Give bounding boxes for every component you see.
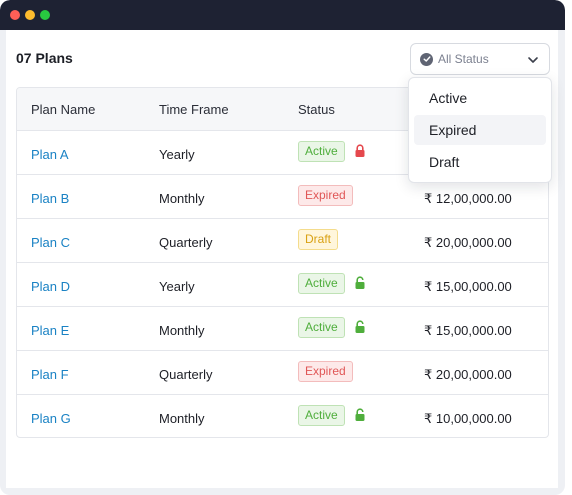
status-badge: Expired [298,361,353,382]
status-badge: Active [298,141,345,162]
status-dropdown-menu: Active Expired Draft [408,77,552,183]
time-frame-text: Quarterly [159,235,213,250]
plans-panel: 07 Plans All Status Active Expired Draft… [6,30,558,488]
time-frame-text: Monthly [159,323,205,338]
column-header-plan-name: Plan Name [31,102,96,117]
plan-amount: ₹ 10,00,000.00 [424,411,512,426]
plans-table: Plan Name Time Frame Status Plan A Yearly… [16,87,549,438]
table-row[interactable]: Plan C Quarterly Draft ₹ 20,00,000.00 [17,219,548,263]
status-badge: Active [298,405,345,426]
time-frame-text: Quarterly [159,367,213,382]
status-badge: Active [298,273,345,294]
check-circle-icon [420,52,433,66]
lock-icon [354,408,366,427]
plan-name-link[interactable]: Plan F [31,367,69,382]
status-badge: Expired [298,185,353,206]
table-row[interactable]: Plan G Monthly Active ₹ 10,00,000.00 [17,395,548,437]
time-frame-text: Monthly [159,191,205,206]
plan-amount: ₹ 20,00,000.00 [424,235,512,250]
status-badge: Draft [298,229,339,250]
plan-name-link[interactable]: Plan E [31,323,70,338]
status-option-expired[interactable]: Expired [414,115,546,145]
time-frame-text: Yearly [159,147,195,162]
plan-name-link[interactable]: Plan D [31,279,71,294]
table-row[interactable]: Plan B Monthly Expired ₹ 12,00,000.00 [17,175,548,219]
table-row[interactable]: Plan F Quarterly Expired ₹ 20,00,000.00 [17,351,548,395]
table-row[interactable]: Plan E Monthly Active ₹ 15,00,000.00 [17,307,548,351]
window-titlebar [0,0,565,30]
lock-icon [354,320,366,339]
minimize-window-button[interactable] [25,10,35,20]
lock-icon [354,276,366,295]
column-header-status: Status [298,102,335,117]
time-frame-text: Monthly [159,411,205,426]
plan-amount: ₹ 12,00,000.00 [424,191,512,206]
maximize-window-button[interactable] [40,10,50,20]
plan-amount: ₹ 15,00,000.00 [424,323,512,338]
plan-name-link[interactable]: Plan G [31,411,71,426]
plan-amount: ₹ 15,00,000.00 [424,279,512,294]
plan-name-link[interactable]: Plan A [31,147,69,162]
status-badge: Active [298,317,345,338]
time-frame-text: Yearly [159,279,195,294]
column-header-time-frame: Time Frame [159,102,229,117]
page-title: 07 Plans [16,50,73,66]
status-option-active[interactable]: Active [429,90,468,106]
chevron-down-icon [527,53,539,71]
status-option-draft[interactable]: Draft [429,154,460,170]
status-filter-select[interactable]: All Status [410,43,550,75]
status-filter-label: All Status [438,52,489,66]
plan-name-link[interactable]: Plan B [31,191,70,206]
close-window-button[interactable] [10,10,20,20]
plan-name-link[interactable]: Plan C [31,235,71,250]
lock-icon [354,144,366,163]
table-row[interactable]: Plan A Yearly Active [17,131,548,175]
plan-amount: ₹ 20,00,000.00 [424,367,512,382]
table-row[interactable]: Plan D Yearly Active ₹ 15,00,000.00 [17,263,548,307]
